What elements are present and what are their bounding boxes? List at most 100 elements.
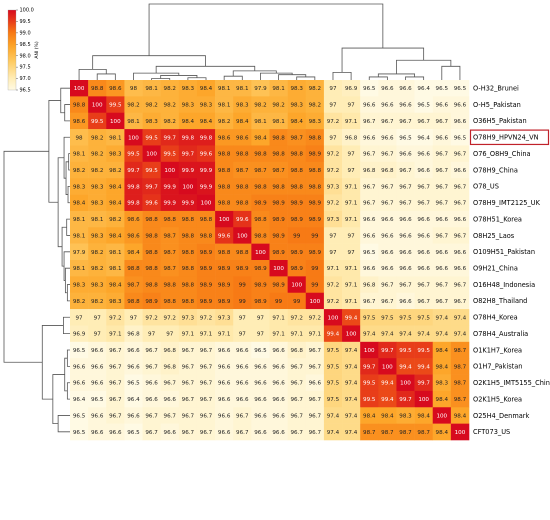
heatmap-cell (432, 325, 452, 343)
cell-value-label: 97.5 (327, 348, 340, 354)
cell-value-label: 96.7 (200, 397, 213, 403)
heatmap-cell (251, 145, 270, 163)
heatmap-cell (269, 390, 288, 408)
cell-value-label: 96.6 (436, 250, 449, 256)
cell-value-label: 96.7 (200, 430, 213, 436)
dendrogram-branch (66, 382, 70, 400)
colorbar-tick-label: 99.5 (20, 19, 31, 25)
heatmap-cell (305, 227, 325, 244)
cell-value-label: 96.7 (454, 283, 467, 289)
cell-value-label: 97 (76, 315, 84, 321)
heatmap-cell (450, 210, 470, 228)
cell-value-label: 96.7 (182, 413, 195, 419)
cell-value-label: 96.8 (164, 348, 177, 354)
cell-value-label: 98.4 (73, 201, 86, 207)
cell-value-label: 99 (311, 266, 319, 272)
cell-value-label: 98.3 (91, 184, 104, 190)
heatmap-cell (196, 227, 216, 244)
heatmap-cell (360, 309, 379, 326)
cell-value-label: 98.6 (127, 217, 140, 223)
cell-value-label: 99.4 (399, 364, 412, 370)
cell-value-label: 96.6 (417, 250, 430, 256)
heatmap-cell (287, 325, 307, 343)
heatmap-cell (342, 341, 361, 359)
cell-value-label: 100 (328, 315, 339, 321)
cell-value-label: 98.8 (182, 283, 195, 289)
cell-value-label: 98.8 (272, 184, 285, 190)
cell-value-label: 96.5 (363, 86, 376, 92)
heatmap-cell (432, 276, 452, 294)
heatmap-cell (106, 260, 125, 277)
cell-value-label: 96.7 (182, 348, 195, 354)
heatmap-cell (178, 390, 198, 408)
heatmap-cell (342, 276, 361, 294)
heatmap-cell (178, 145, 198, 163)
cell-value-label: 98.7 (363, 430, 376, 436)
heatmap-cell (450, 80, 470, 97)
cell-value-label: 97.4 (363, 332, 376, 338)
cell-value-label: 96.6 (399, 86, 412, 92)
cell-value-label: 100 (273, 266, 284, 272)
cell-value-label: 97.2 (327, 168, 339, 174)
cell-value-label: 98.2 (91, 152, 103, 158)
cell-value-label: 96.5 (399, 135, 412, 141)
heatmap-cell (88, 423, 107, 441)
cell-value-label: 98.3 (436, 381, 449, 387)
heatmap-cell (360, 80, 379, 97)
heatmap-cell (215, 178, 234, 195)
cell-value-label: 99 (239, 299, 247, 305)
heatmap-cell (432, 161, 452, 179)
heatmap-cell (215, 341, 234, 359)
heatmap-cell (432, 309, 452, 326)
cell-value-label: 96.7 (309, 348, 322, 354)
cell-value-label: 96.7 (236, 430, 249, 436)
cell-value-label: 97.1 (272, 315, 285, 321)
cell-value-label: 96.7 (399, 201, 412, 207)
cell-value-label: 98.2 (309, 86, 321, 92)
heatmap-cell (305, 358, 325, 375)
heatmap-cell (196, 309, 216, 326)
heatmap-cell (450, 407, 470, 424)
heatmap-cell (396, 374, 415, 392)
cell-value-label: 98.8 (182, 233, 195, 239)
heatmap-cell (305, 210, 325, 228)
dendrogram-branch (405, 76, 425, 80)
cell-value-label: 98.8 (145, 233, 158, 239)
heatmap-cell (342, 292, 361, 310)
heatmap-cell (196, 374, 216, 392)
heatmap-cell (269, 374, 288, 392)
cell-value-label: 98.1 (272, 119, 285, 125)
cell-value-label: 97.2 (327, 201, 339, 207)
heatmap-cell (251, 178, 270, 195)
heatmap-cell (215, 145, 234, 163)
cell-value-label: 99.7 (182, 152, 195, 158)
heatmap-cell (106, 178, 125, 195)
cell-value-label: 96.7 (363, 152, 376, 158)
heatmap-cell (233, 227, 252, 244)
cell-value-label: 96.6 (218, 381, 231, 387)
cell-value-label: 96.6 (309, 381, 322, 387)
heatmap-cell (378, 243, 397, 261)
cell-value-label: 100 (418, 397, 429, 403)
cell-value-label: 97 (329, 103, 337, 109)
cell-value-label: 99.9 (164, 201, 177, 207)
cell-value-label: 96.6 (381, 86, 394, 92)
cell-value-label: 97.4 (345, 397, 358, 403)
heatmap-cell (396, 309, 415, 326)
heatmap-cell (215, 129, 234, 146)
cell-value-label: 96.7 (417, 184, 430, 190)
heatmap-cell (160, 80, 180, 97)
cell-value-label: 96.7 (436, 283, 449, 289)
cell-value-label: 100 (128, 135, 139, 141)
heatmap-cell (70, 423, 89, 441)
heatmap-cell (342, 210, 361, 228)
heatmap-cell (269, 341, 288, 359)
heatmap-cell (178, 243, 198, 261)
cell-value-label: 97.4 (327, 430, 340, 436)
heatmap-cell (215, 407, 234, 424)
cell-value-label: 99.7 (381, 348, 394, 354)
heatmap-cell (142, 112, 161, 130)
heatmap-cell (70, 210, 89, 228)
heatmap-cell (160, 96, 180, 114)
dendrogram-branch (68, 153, 70, 171)
